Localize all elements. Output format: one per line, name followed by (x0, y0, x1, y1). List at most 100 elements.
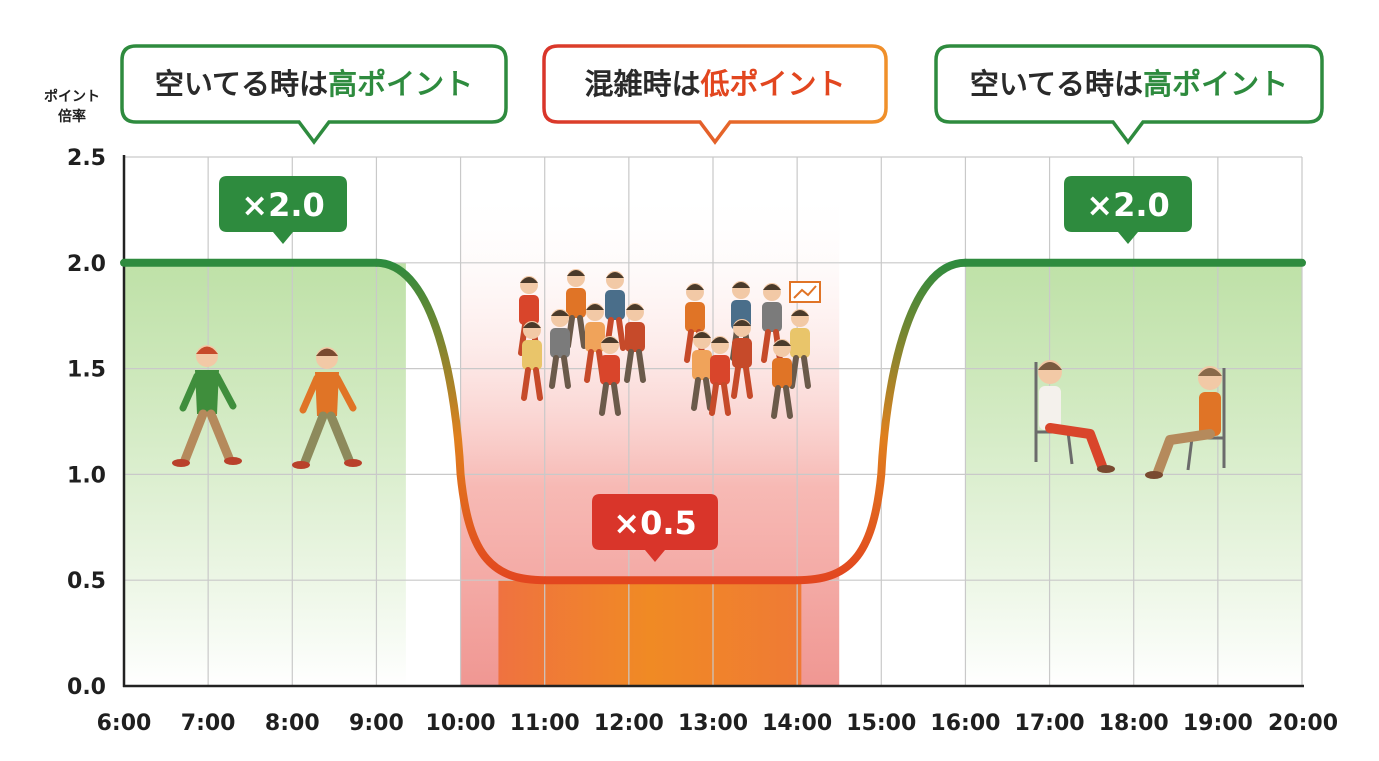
crowd-person (599, 336, 621, 416)
crowd-person (789, 309, 811, 389)
hair (606, 272, 624, 278)
badge-label: ×2.0 (1086, 186, 1170, 224)
callout-text: 空いてる時は高ポイント (970, 67, 1288, 101)
badge-2: ×0.5 (592, 494, 718, 562)
leg (577, 315, 587, 349)
leg (731, 365, 741, 399)
x-tick-label: 10:00 (426, 711, 496, 736)
sign-chart-icon (793, 285, 817, 299)
x-tick-label: 17:00 (1015, 711, 1085, 736)
y-tick-label: 2.5 (67, 146, 106, 171)
leg (636, 349, 646, 383)
crowd-person (731, 319, 753, 399)
shoe (1097, 465, 1115, 473)
x-tick-label: 14:00 (762, 711, 832, 736)
hair (520, 277, 538, 283)
leg (721, 382, 731, 416)
hair (586, 304, 604, 310)
y-tick-label: 1.0 (67, 463, 106, 488)
crowd-person (565, 269, 587, 349)
arm (333, 374, 357, 412)
axes: 0.0 0.5 1.0 1.5 2.0 2.5 6:00 7:00 8:00 9:00 10:00 1… (44, 88, 1338, 736)
torso (762, 302, 782, 332)
hair (626, 304, 644, 310)
callout-3: 空いてる時は高ポイント (934, 44, 1324, 145)
walking-people-illustration (172, 345, 362, 469)
walker-1 (172, 345, 242, 467)
leg (624, 349, 634, 383)
shoe (344, 459, 362, 467)
leg (599, 382, 609, 416)
x-tick-label: 13:00 (678, 711, 748, 736)
arm (213, 372, 237, 410)
badge-shape (1064, 176, 1192, 244)
leg (743, 365, 753, 399)
x-tick-label: 19:00 (1183, 711, 1253, 736)
torso (585, 322, 605, 352)
leg (761, 329, 771, 363)
callout-bubble (934, 44, 1324, 145)
badge-label: ×0.5 (613, 504, 697, 542)
y-tick-label: 1.5 (67, 358, 106, 383)
y-axis-title: ポイント (44, 88, 100, 105)
illustrations (172, 269, 1226, 479)
leg (533, 367, 543, 401)
x-tick-label: 11:00 (510, 711, 580, 736)
shoe (172, 459, 190, 467)
callout-highlight: 高ポイント (1143, 67, 1288, 101)
x-tick-label: 18:00 (1099, 711, 1169, 736)
callout-prefix: 混雑時は (584, 67, 700, 101)
badge-label: ×2.0 (241, 186, 325, 224)
hair (567, 270, 585, 276)
torso (772, 358, 792, 388)
leg (300, 411, 328, 467)
leg (584, 349, 594, 383)
y-tick-label: 0.5 (67, 569, 106, 594)
labels: 空いてる時は高ポイント 混雑時は低ポイント 空いてる時は高ポイント×2.0×0.5×… (120, 44, 1324, 562)
hair (733, 320, 751, 326)
torso (522, 340, 542, 370)
sitter-2 (1145, 366, 1226, 479)
y-tick-label: 2.0 (67, 252, 106, 277)
leg (326, 411, 354, 465)
leg (561, 355, 571, 389)
torso (315, 372, 339, 416)
crowd-person (624, 303, 646, 383)
x-tick-label: 20:00 (1268, 711, 1338, 736)
x-tick-label: 8:00 (265, 711, 320, 736)
x-tick-label: 16:00 (930, 711, 1000, 736)
hair (711, 337, 729, 343)
torso (195, 370, 219, 414)
callout-prefix: 空いてる時は (155, 67, 328, 101)
low-zone (498, 580, 802, 686)
badge-3: ×2.0 (1064, 176, 1192, 244)
hair (763, 284, 781, 290)
leg (180, 409, 208, 465)
callout-bubble (542, 44, 888, 145)
badge-shape (592, 494, 718, 562)
crowd-illustration (518, 269, 821, 419)
chair-leg (1066, 431, 1074, 465)
series-line (120, 258, 1306, 585)
hair (732, 282, 750, 288)
series-segment-decline (372, 258, 549, 585)
callout-highlight: 高ポイント (328, 67, 473, 101)
leg (709, 382, 719, 416)
torso (710, 355, 730, 385)
hair (196, 346, 218, 354)
leg (771, 385, 781, 419)
hair (1038, 362, 1062, 370)
leg (691, 377, 701, 411)
hair (773, 340, 791, 346)
callout-highlight: 低ポイント (700, 67, 846, 101)
walker-2 (292, 347, 362, 469)
torso (605, 290, 625, 320)
y-axis-title: 倍率 (58, 108, 86, 125)
hair (686, 284, 704, 290)
shoe (1145, 471, 1163, 479)
hair (693, 332, 711, 338)
torso (519, 295, 539, 325)
crowd-person (771, 339, 793, 419)
